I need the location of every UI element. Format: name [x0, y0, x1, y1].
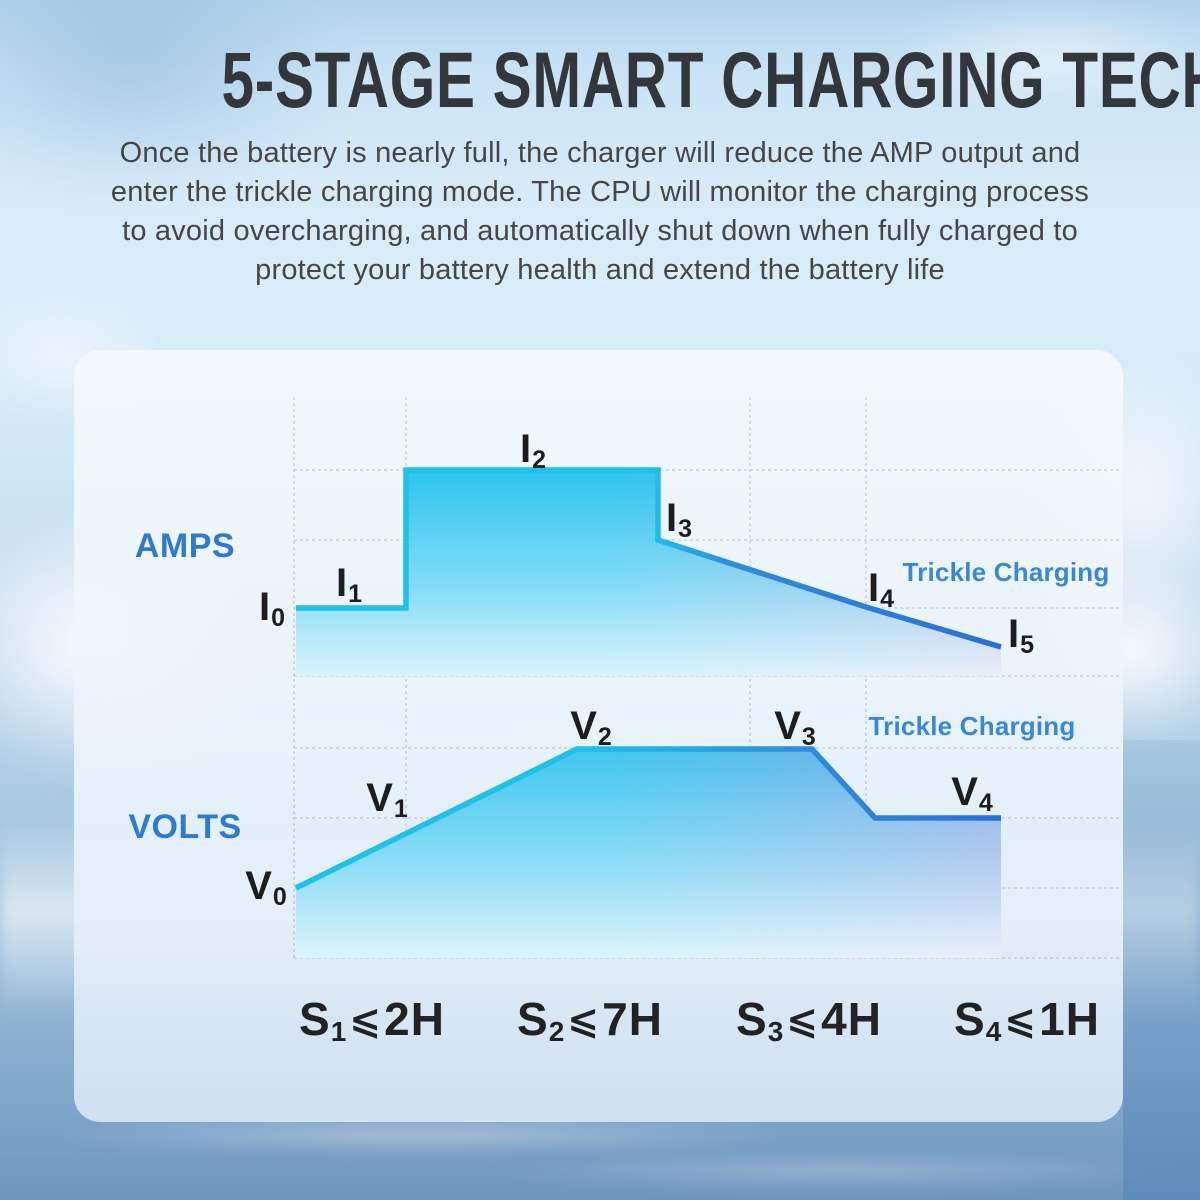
paragraph-line-4: protect your battery health and extend t…: [255, 254, 945, 286]
page-title: 5-STAGE SMART CHARGING TECHNOLOGY: [221, 35, 1200, 124]
paragraph-line-2: enter the trickle charging mode. The CPU…: [110, 176, 1090, 208]
header: 5-STAGE SMART CHARGING TECHNOLOGY: [0, 40, 1200, 120]
description-paragraph: Once the battery is nearly full, the cha…: [60, 134, 1140, 290]
chart-panel: [74, 350, 1123, 1122]
paragraph-line-1: Once the battery is nearly full, the cha…: [119, 137, 1081, 169]
paragraph-line-3: to avoid overcharging, and automatically…: [122, 215, 1078, 247]
